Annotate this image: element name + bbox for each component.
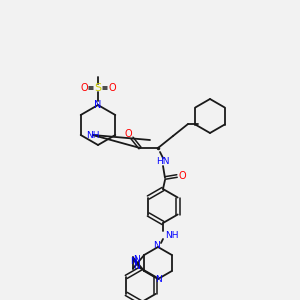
Text: NH: NH [86, 130, 99, 140]
Text: N: N [94, 100, 102, 110]
Text: N: N [154, 275, 161, 284]
Text: HN: HN [156, 158, 170, 166]
Text: NH: NH [165, 230, 178, 239]
Text: O: O [108, 83, 116, 93]
Text: S: S [94, 83, 102, 93]
Text: N: N [153, 242, 159, 250]
Text: O: O [124, 129, 132, 139]
Text: O: O [178, 171, 186, 181]
Text: N: N [134, 262, 140, 271]
Text: N: N [130, 256, 137, 266]
Text: O: O [80, 83, 88, 93]
Text: N: N [134, 255, 140, 264]
